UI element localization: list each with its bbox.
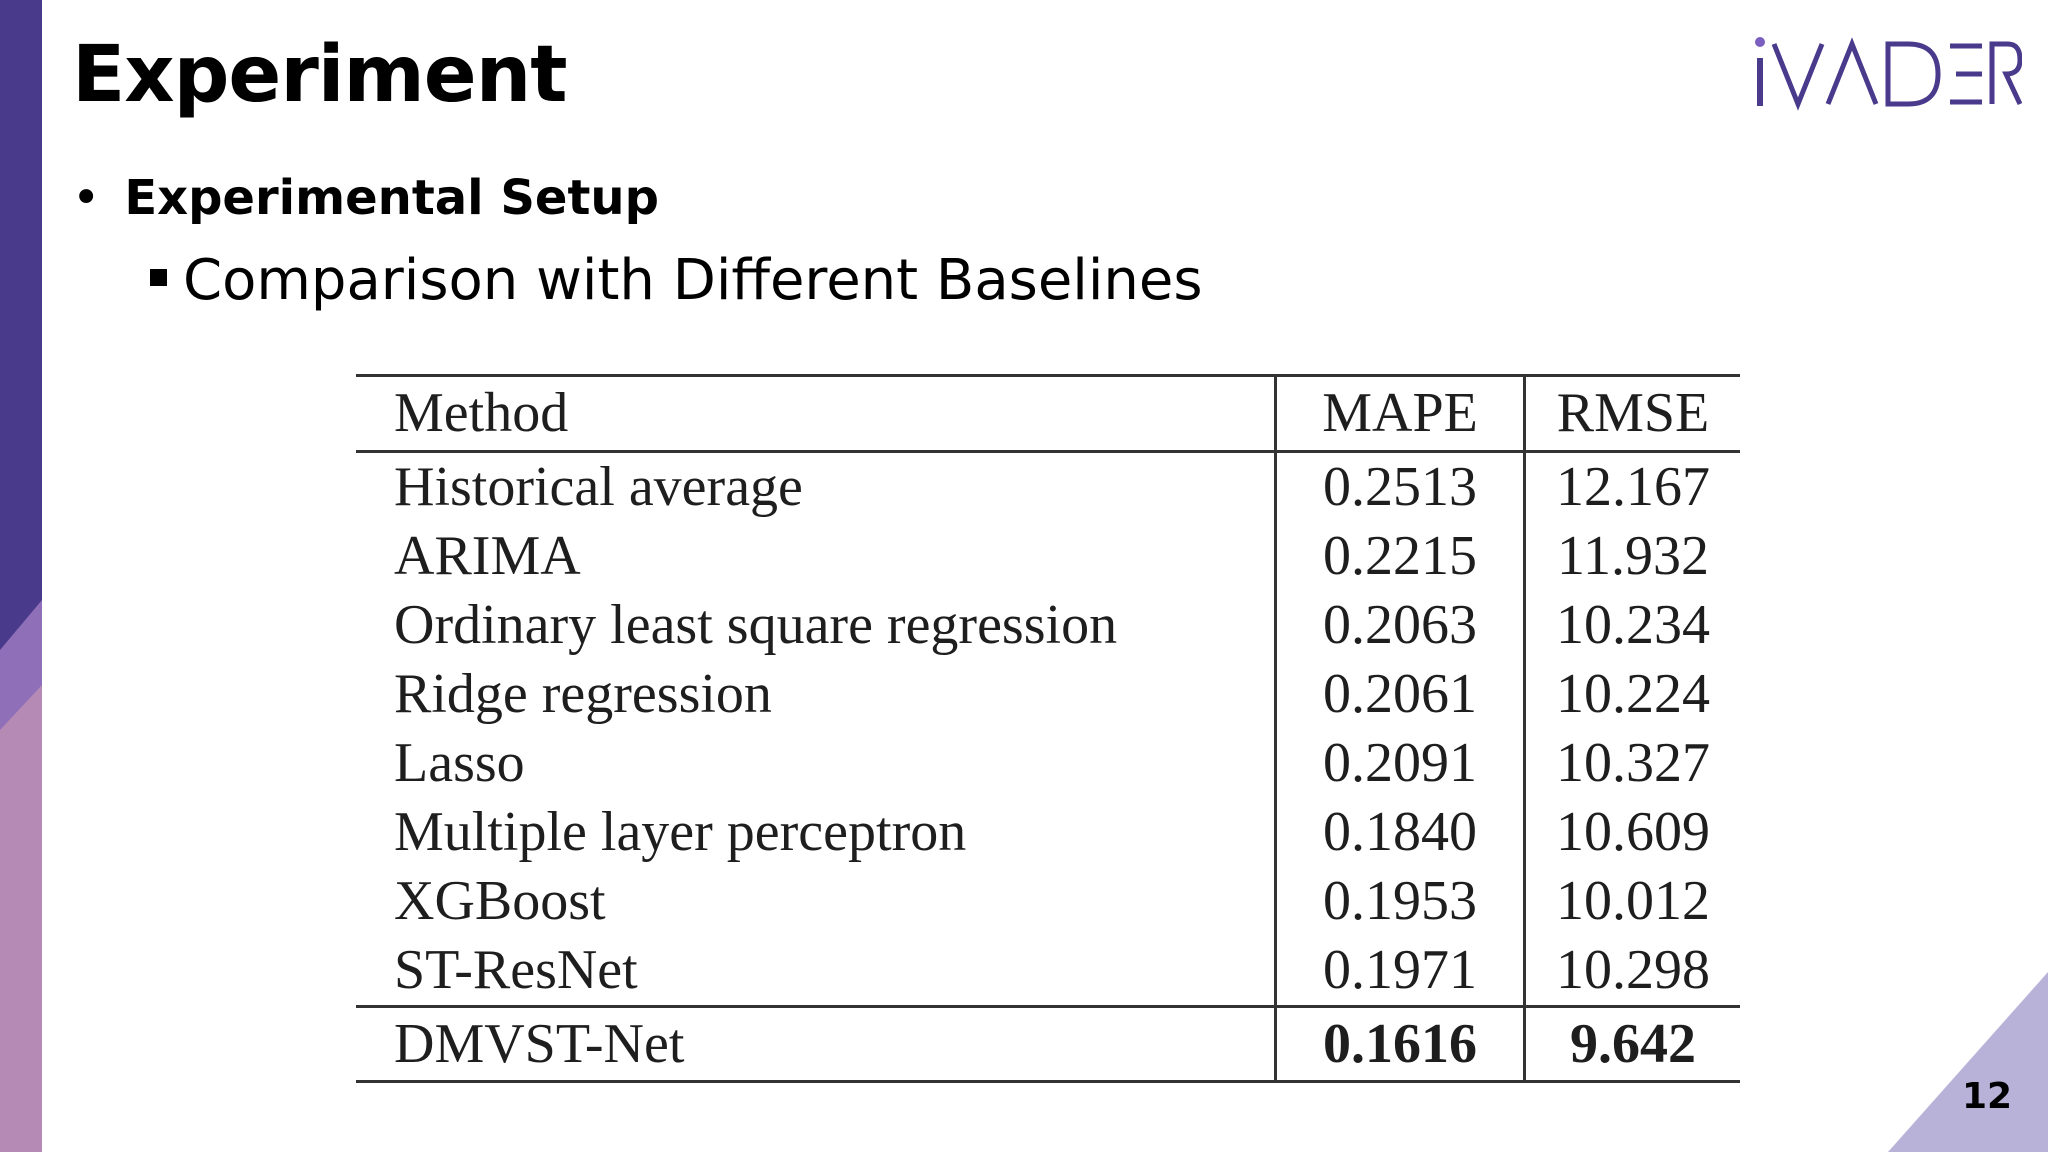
cell-mape: 0.2063 <box>1275 591 1526 660</box>
cell-method: XGBoost <box>356 867 1277 936</box>
table-row: XGBoost 0.1953 10.012 <box>356 867 1740 936</box>
cell-method: Ordinary least square regression <box>356 591 1277 660</box>
square-bullet-icon <box>150 269 167 286</box>
cell-method: Historical average <box>356 451 1277 522</box>
cell-method: Multiple layer perceptron <box>356 798 1277 867</box>
table-row: Multiple layer perceptron 0.1840 10.609 <box>356 798 1740 867</box>
cell-mape: 0.2061 <box>1275 660 1526 729</box>
cell-rmse: 10.012 <box>1556 870 1710 932</box>
cell-mape: 0.1953 <box>1275 867 1526 936</box>
cell-rmse: 10.224 <box>1556 663 1710 725</box>
table-row: ST-ResNet 0.1971 10.298 <box>356 936 1740 1007</box>
cell-method: ST-ResNet <box>356 936 1277 1007</box>
header-method: Method <box>356 375 1277 452</box>
table-row: Historical average 0.2513 12.167 <box>356 451 1740 522</box>
cell-method: Ridge regression <box>356 660 1277 729</box>
cell-method: DMVST-Net <box>356 1006 1277 1082</box>
table-row: ARIMA 0.2215 11.932 <box>356 522 1740 591</box>
page-number: 12 <box>1962 1076 2013 1117</box>
slide-title: Experiment <box>72 30 568 120</box>
header-rmse: RMSE <box>1556 382 1710 444</box>
left-accent-bar <box>0 0 42 1152</box>
bullet-level2-text: Comparison with Different Baselines <box>183 248 1203 313</box>
header-mape: MAPE <box>1275 375 1526 452</box>
bullet-dot-icon: • <box>72 170 101 226</box>
cell-mape: 0.1840 <box>1275 798 1526 867</box>
cell-rmse: 10.327 <box>1556 732 1710 794</box>
cell-rmse: 12.167 <box>1556 456 1710 518</box>
cell-method: ARIMA <box>356 522 1277 591</box>
table-row: Ridge regression 0.2061 10.224 <box>356 660 1740 729</box>
table-row: Lasso 0.2091 10.327 <box>356 729 1740 798</box>
cell-rmse: 10.298 <box>1556 939 1710 1001</box>
results-table-container: Method MAPE RMSE Historical average 0.25… <box>356 374 1740 1083</box>
corner-triangle-decoration <box>1888 972 2048 1152</box>
table-row: Ordinary least square regression 0.2063 … <box>356 591 1740 660</box>
bullet-comparison-baselines: Comparison with Different Baselines <box>150 248 1203 313</box>
cell-mape-best: 0.1616 <box>1275 1006 1526 1082</box>
cell-mape: 0.1971 <box>1275 936 1526 1007</box>
bullet-experimental-setup: • Experimental Setup <box>72 170 659 226</box>
cell-mape: 0.2215 <box>1275 522 1526 591</box>
bullet-level1-text: Experimental Setup <box>124 170 659 226</box>
cell-mape: 0.2091 <box>1275 729 1526 798</box>
cell-rmse: 11.932 <box>1557 525 1709 587</box>
cell-mape: 0.2513 <box>1275 451 1526 522</box>
table-header-row: Method MAPE RMSE <box>356 375 1740 452</box>
table-row-proposed-method: DMVST-Net 0.1616 9.642 <box>356 1006 1740 1082</box>
cell-method: Lasso <box>356 729 1277 798</box>
baseline-comparison-table: Method MAPE RMSE Historical average 0.25… <box>356 374 1740 1083</box>
cell-rmse-best: 9.642 <box>1570 1013 1696 1075</box>
cell-rmse: 10.609 <box>1556 801 1710 863</box>
ivader-logo <box>1755 37 2022 111</box>
cell-rmse: 10.234 <box>1556 594 1710 656</box>
